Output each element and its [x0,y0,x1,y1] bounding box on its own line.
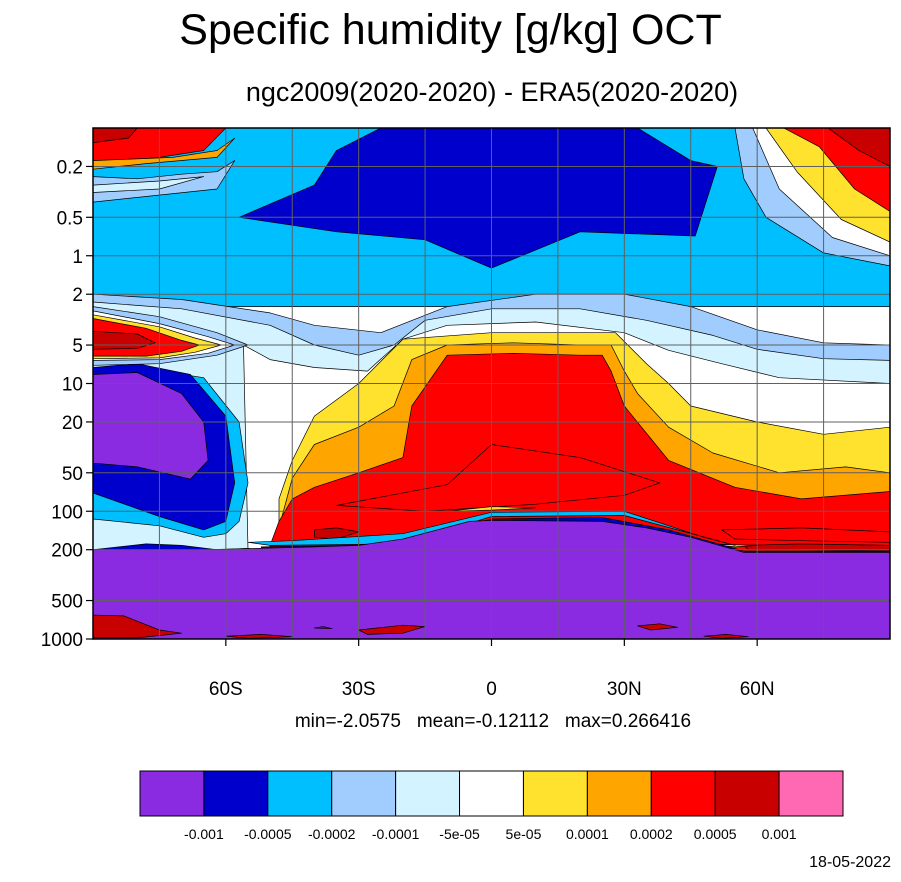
legend-swatch [331,770,397,817]
contour-region [93,176,205,193]
x-tick-label: 0 [486,679,497,700]
x-tick-label: 60N [740,679,775,700]
legend-swatch [267,770,333,817]
color-legend: -0.001 -0.0005 -0.0002 -0.0001 -5e-05 5e-05 0.… [139,770,844,842]
legend-level-label: -0.001 [184,826,224,842]
y-tick-label: 50 [62,464,83,485]
contour-region [314,626,333,630]
contour-region [637,623,678,631]
legend-swatch [522,770,588,817]
y-tick-label: 2 [72,285,83,306]
legend-swatch [778,770,844,817]
y-tick-label: 10 [62,375,83,396]
stats-readout: min=-2.0575 mean=-0.12112 max=0.266416 [294,711,692,732]
legend-level-label: 5e-05 [506,826,542,842]
y-tick-label: 200 [51,541,83,562]
y-tick-label: 20 [62,413,83,434]
legend-swatch [650,770,716,817]
y-tick-label: 100 [51,502,83,523]
x-tick-label: 30S [342,679,376,700]
legend-swatch [459,770,524,817]
legend-level-label: 0.0005 [694,826,737,842]
y-tick-label: 1 [72,247,83,268]
contour-region [93,372,209,480]
legend-swatch [714,770,780,817]
legend-swatch [203,770,269,817]
chart-title: Specific humidity [g/kg] OCT [179,6,722,54]
date-stamp: 18-05-2022 [809,854,891,871]
y-tick-label: 0.2 [57,157,83,178]
x-tick-label: 60S [209,679,243,700]
legend-swatch [395,770,461,817]
legend-level-label: 0.0002 [630,826,673,842]
y-tick-label: 5 [72,336,83,357]
chart-subtitle: ngc2009(2020-2020) - ERA5(2020-2020) [245,77,739,107]
y-tick-label: 0.5 [57,208,83,229]
legend-swatch [586,770,652,817]
legend-level-label: -0.0001 [372,826,420,842]
x-tick-label: 30N [607,679,642,700]
legend-level-label: -5e-05 [439,826,480,842]
legend-level-label: -0.0002 [308,826,356,842]
contour-region [314,527,360,540]
contour-region [93,128,138,143]
legend-level-label: 0.0001 [566,826,609,842]
contour-region [721,527,890,543]
y-tick-label: 1000 [41,630,83,651]
legend-level-label: -0.0005 [244,826,292,842]
contour-region [336,444,661,512]
y-tick-label: 500 [51,592,83,613]
grid-layer [93,128,890,639]
contour-region [703,634,749,639]
contour-region [827,128,890,167]
legend-level-label: 0.001 [762,826,797,842]
axis-layer: 0.2 0.5 1 2 5 10 20 50 100 200 500 1000 60S 30S 0 30N 60… [41,157,775,700]
contour-region [358,624,426,635]
legend-swatch [139,770,205,817]
